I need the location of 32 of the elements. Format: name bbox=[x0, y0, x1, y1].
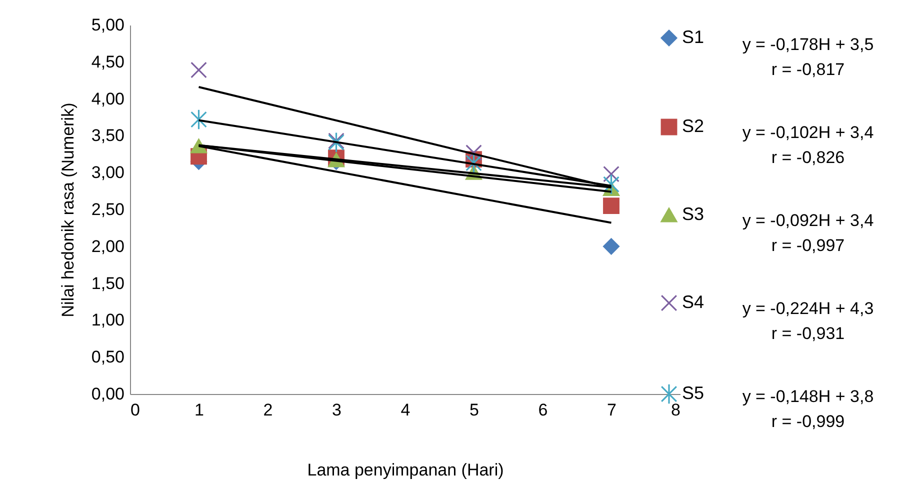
y-tick-label: 0,00 bbox=[91, 384, 124, 404]
legend-label: S5 bbox=[682, 383, 704, 403]
x-tick-label: 8 bbox=[671, 400, 680, 420]
text: y = -0,092H + 3,4 r = -0,997 bbox=[742, 211, 874, 255]
x-tick-label: 1 bbox=[194, 400, 204, 420]
x-tick-label: 4 bbox=[400, 400, 410, 420]
legend-label: S2 bbox=[682, 116, 704, 136]
y-axis-title: Nilai hedonik rasa (Numerik) bbox=[58, 102, 78, 318]
x-tick-label: 0 bbox=[130, 400, 140, 420]
x-tick-label: 6 bbox=[538, 400, 548, 420]
x-tick-label: 3 bbox=[332, 400, 342, 420]
x-tick-label: 5 bbox=[470, 400, 479, 420]
x-axis-title: Lama penyimpanan (Hari) bbox=[307, 460, 504, 480]
legend-label: S4 bbox=[682, 292, 704, 312]
y-tick-label: 2,50 bbox=[91, 200, 124, 219]
x-tick-label: 2 bbox=[263, 400, 273, 420]
text: y = -0,102H + 3,4 r = -0,826 bbox=[742, 123, 874, 167]
text: y = -0,224H + 4,3 r = -0,931 bbox=[742, 299, 874, 343]
y-tick-label: 1,50 bbox=[91, 274, 124, 293]
text: y = -0,178H + 3,5 r = -0,817 bbox=[742, 35, 874, 79]
y-tick-label: 5,00 bbox=[91, 16, 124, 34]
legend-label: S1 bbox=[682, 27, 704, 47]
y-tick-label: 0,50 bbox=[91, 348, 124, 367]
y-tick-label: 2,00 bbox=[91, 236, 124, 256]
y-tick-label: 4,50 bbox=[91, 52, 124, 72]
legend-label: S3 bbox=[682, 204, 704, 224]
y-tick-label: 3,50 bbox=[91, 126, 124, 146]
text: y = -0,148H + 3,8 r = -0,999 bbox=[742, 387, 874, 431]
x-tick-label: 7 bbox=[607, 400, 616, 420]
y-tick-label: 4,00 bbox=[91, 89, 124, 108]
y-tick-label: 1,00 bbox=[91, 310, 124, 330]
y-tick-label: 3,00 bbox=[91, 163, 124, 182]
